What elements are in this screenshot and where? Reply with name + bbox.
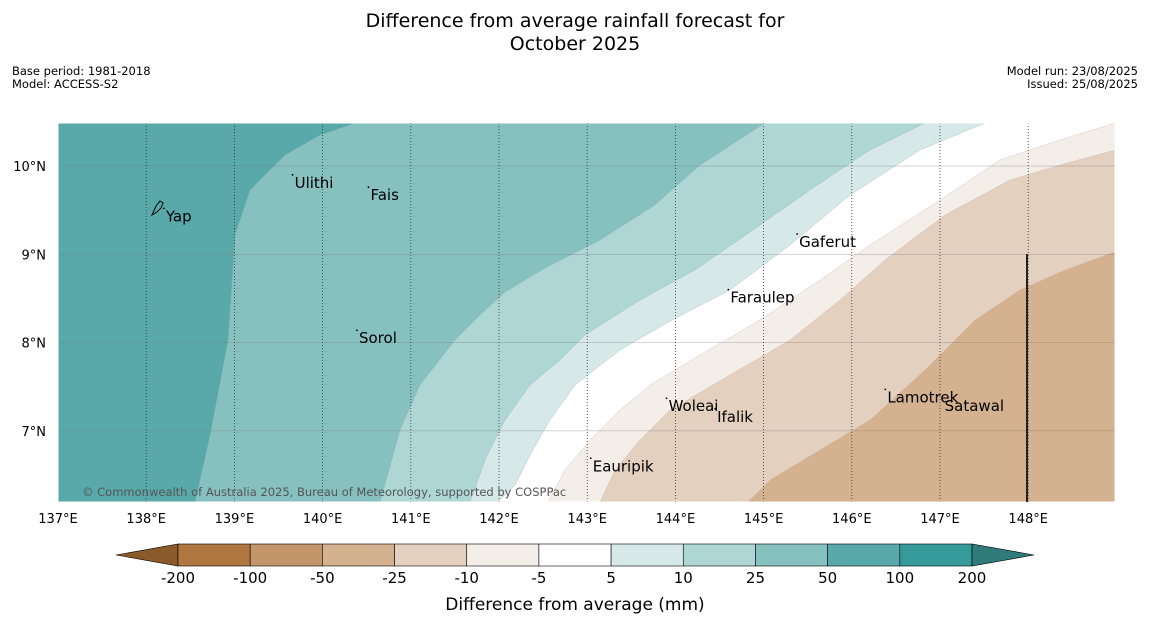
colorbar-tick-label: -100: [233, 569, 267, 587]
latitude-tick-label: 8°N: [22, 337, 47, 352]
place-marker: Faraulep: [727, 288, 795, 307]
longitude-tick-label: 138°E: [126, 512, 166, 527]
longitude-tick-label: 145°E: [744, 512, 784, 527]
longitude-tick-label: 142°E: [479, 512, 519, 527]
longitude-axis: 137°E 138°E 139°E 140°E 141°E 142°E 143°E 144°E…: [38, 512, 1048, 527]
place-marker: Yap: [162, 207, 192, 225]
meta-right: Model run: 23/08/2025 Issued: 25/08/2025: [1007, 65, 1138, 91]
colorbar-tick-label: -25: [382, 569, 407, 587]
place-marker: Gaferut: [796, 233, 856, 251]
place-marker: Fais: [367, 186, 399, 204]
colorbar-extend-high: [971, 543, 1035, 567]
longitude-gridlines: [145, 123, 1029, 502]
contour-plus-50: [58, 123, 356, 502]
base-period: Base period: 1981-2018: [12, 64, 151, 78]
place-label: Ifalik: [717, 408, 753, 426]
copyright-notice: © Commonwealth of Australia 2025, Bureau…: [82, 485, 566, 499]
longitude-tick-label: 144°E: [656, 512, 696, 527]
place-marker: Lamotrek: [884, 388, 959, 406]
colorbar-tick-label: -200: [161, 569, 195, 587]
colorbar-tick-label: -5: [531, 569, 546, 587]
colorbar-tick-label: 25: [746, 569, 765, 587]
contour-minus-25: [747, 251, 1115, 502]
place-label: Lamotrek: [887, 388, 958, 406]
island-dot: [589, 457, 592, 460]
colorbar-segment: [177, 543, 251, 567]
longitude-tick-label: 146°E: [832, 512, 872, 527]
gridlines: [58, 123, 1115, 502]
longitude-tick-label: 143°E: [567, 512, 607, 527]
place-marker: Eauripik: [589, 457, 654, 475]
model-run: Model run: 23/08/2025: [1006, 64, 1138, 78]
place-marker: Satawal: [941, 397, 1004, 415]
place-labels: Yap Ulithi Fais Gaferut Faraulep Sorol WoleaiI…: [162, 173, 1004, 475]
island-dot: [941, 397, 944, 400]
place-label: Satawal: [945, 397, 1004, 415]
colorbar-segment: [610, 543, 684, 567]
place-label: Fais: [370, 186, 399, 204]
colorbar-tick-label: -50: [310, 569, 335, 587]
longitude-tick-label: 147°E: [920, 512, 960, 527]
longitude-tick-label: 148°E: [1008, 512, 1048, 527]
colorbar-segment: [538, 543, 612, 567]
island-dot: [727, 288, 730, 291]
colorbar-tick-label: 100: [885, 569, 914, 587]
colorbar-segment: [827, 543, 901, 567]
yap-island: [150, 200, 164, 217]
colorbar-segment: [394, 543, 468, 567]
longitude-tick-label: 141°E: [391, 512, 431, 527]
island-dot: [665, 397, 668, 400]
yap-island-shape: [150, 200, 164, 217]
colorbar-segment: [755, 543, 828, 567]
colorbar-tick-label: 10: [674, 569, 693, 587]
island-dot: [796, 233, 799, 235]
meta-left: Base period: 1981-2018 Model: ACCESS-S2: [12, 65, 151, 91]
colorbar-segment: [466, 543, 540, 567]
colorbar-segment: [249, 543, 323, 567]
latitude-axis: 10°N 9°N 8°N 7°N: [13, 160, 46, 440]
map-frame: [57, 122, 1116, 503]
title-line-1: Difference from average rainfall forecas…: [365, 10, 785, 32]
latitude-tick-label: 9°N: [22, 248, 47, 263]
island-dot: [714, 407, 716, 410]
place-label: Woleai: [669, 397, 719, 415]
model-name: Model: ACCESS-S2: [12, 77, 119, 91]
place-marker: Ifalik: [714, 408, 753, 426]
title-line-2: October 2025: [509, 33, 641, 55]
place-marker: Woleai: [665, 397, 719, 415]
longitude-tick-label: 137°E: [38, 512, 78, 527]
longitude-tick-label: 140°E: [303, 512, 343, 527]
colorbar-tick-label: -10: [454, 569, 479, 587]
place-label: Ulithi: [295, 174, 334, 192]
map-title: Difference from average rainfall forecas…: [0, 10, 1150, 56]
island-dot: [162, 207, 165, 210]
colorbar-segment: [682, 543, 756, 567]
place-label: Yap: [165, 207, 192, 225]
place-marker: Sorol: [356, 329, 397, 347]
place-marker: Ulithi: [291, 173, 334, 192]
island-dot: [291, 173, 294, 176]
island-dot: [884, 388, 887, 391]
colorbar: -200 -100 -50 -25 -10 -5 5 10 25 50 100 200: [115, 543, 1035, 587]
colorbar-label: Difference from average (mm): [445, 595, 704, 615]
place-label: Faraulep: [730, 289, 794, 307]
colorbar-segment: [899, 543, 973, 567]
place-label: Sorol: [359, 329, 397, 347]
colorbar-tick-label: 50: [818, 569, 837, 587]
rainfall-contours: [58, 123, 1115, 502]
issued-date: Issued: 25/08/2025: [1027, 77, 1138, 91]
latitude-tick-label: 10°N: [13, 160, 46, 175]
colorbar-tick-label: 200: [958, 569, 987, 587]
place-label: Eauripik: [593, 457, 654, 475]
island-dot: [367, 186, 370, 189]
island-dot: [356, 329, 358, 332]
place-label: Gaferut: [799, 233, 856, 251]
longitude-tick-label: 139°E: [215, 512, 255, 527]
colorbar-tick-label: 5: [606, 569, 616, 587]
colorbar-extend-low: [115, 543, 179, 567]
latitude-tick-label: 7°N: [22, 425, 47, 440]
colorbar-segment: [322, 543, 395, 567]
